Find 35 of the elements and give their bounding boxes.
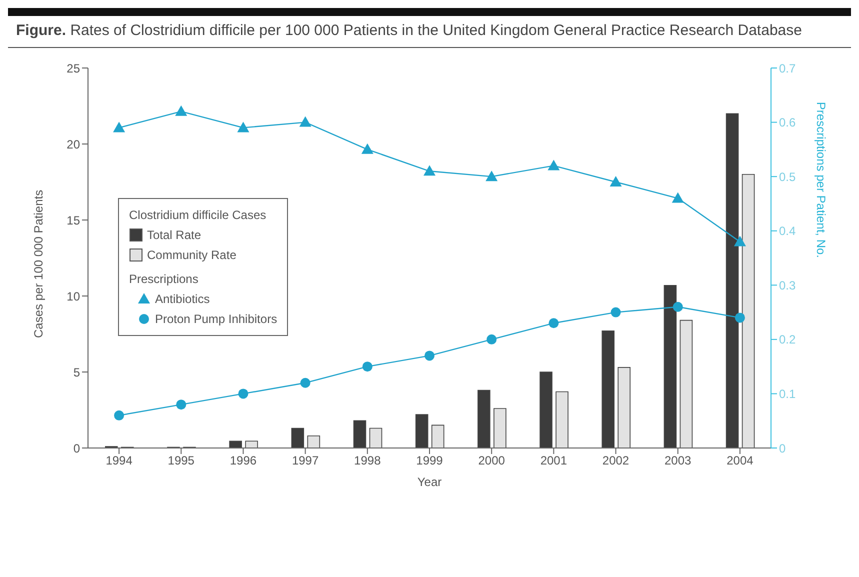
legend-label: Proton Pump Inhibitors <box>155 311 278 328</box>
y-tick-label: 25 <box>66 61 80 76</box>
y-tick-label: 20 <box>66 137 80 152</box>
x-tick-label: 2002 <box>602 454 630 468</box>
x-tick-label: 2004 <box>726 454 754 468</box>
y-tick-label: 10 <box>66 289 80 304</box>
y2-tick-label: 0.6 <box>779 116 796 130</box>
legend-label: Community Rate <box>147 247 236 264</box>
y2-tick-label: 0.7 <box>779 61 796 76</box>
y-tick-label: 5 <box>73 365 80 380</box>
x-tick-label: 2003 <box>664 454 692 468</box>
x-tick-label: 1995 <box>168 454 195 468</box>
x-tick-label: 1994 <box>106 454 133 468</box>
y-tick-label: 0 <box>73 441 80 456</box>
y2-tick-label: 0.3 <box>779 278 796 292</box>
x-tick-label: 1998 <box>354 454 382 468</box>
y-tick-label: 15 <box>66 213 80 228</box>
chart-title: Figure. Rates of Clostridium difficile per 100 000 Patients in the United Kingdom General Practice Research Database <box>8 8 851 48</box>
y2-tick-label: 0.5 <box>779 170 796 184</box>
legend-title: Clostridium difficile Cases <box>129 207 268 224</box>
x-tick-label: 2000 <box>478 454 506 468</box>
annotation: Prescriptions <box>129 271 200 288</box>
y2-tick-label: 0.1 <box>779 386 796 401</box>
y2-tick-label: 0.4 <box>779 224 796 238</box>
x-tick-label: 2001 <box>540 454 568 468</box>
y2-tick-label: 0.2 <box>779 332 796 347</box>
x-tick-label: 1999 <box>416 454 444 468</box>
y2-tick-label: 0 <box>779 441 786 456</box>
x-tick-label: 1996 <box>230 454 257 468</box>
legend-label: Antibiotics <box>155 291 210 308</box>
x-tick-label: 1997 <box>292 454 319 468</box>
x-axis-title: Year <box>417 475 442 489</box>
legend-label: Total Rate <box>147 227 202 244</box>
y2-axis-title: Prescriptions per Patient, No. <box>814 102 828 258</box>
y-axis-title: Cases per 100 000 Patients <box>31 190 46 338</box>
